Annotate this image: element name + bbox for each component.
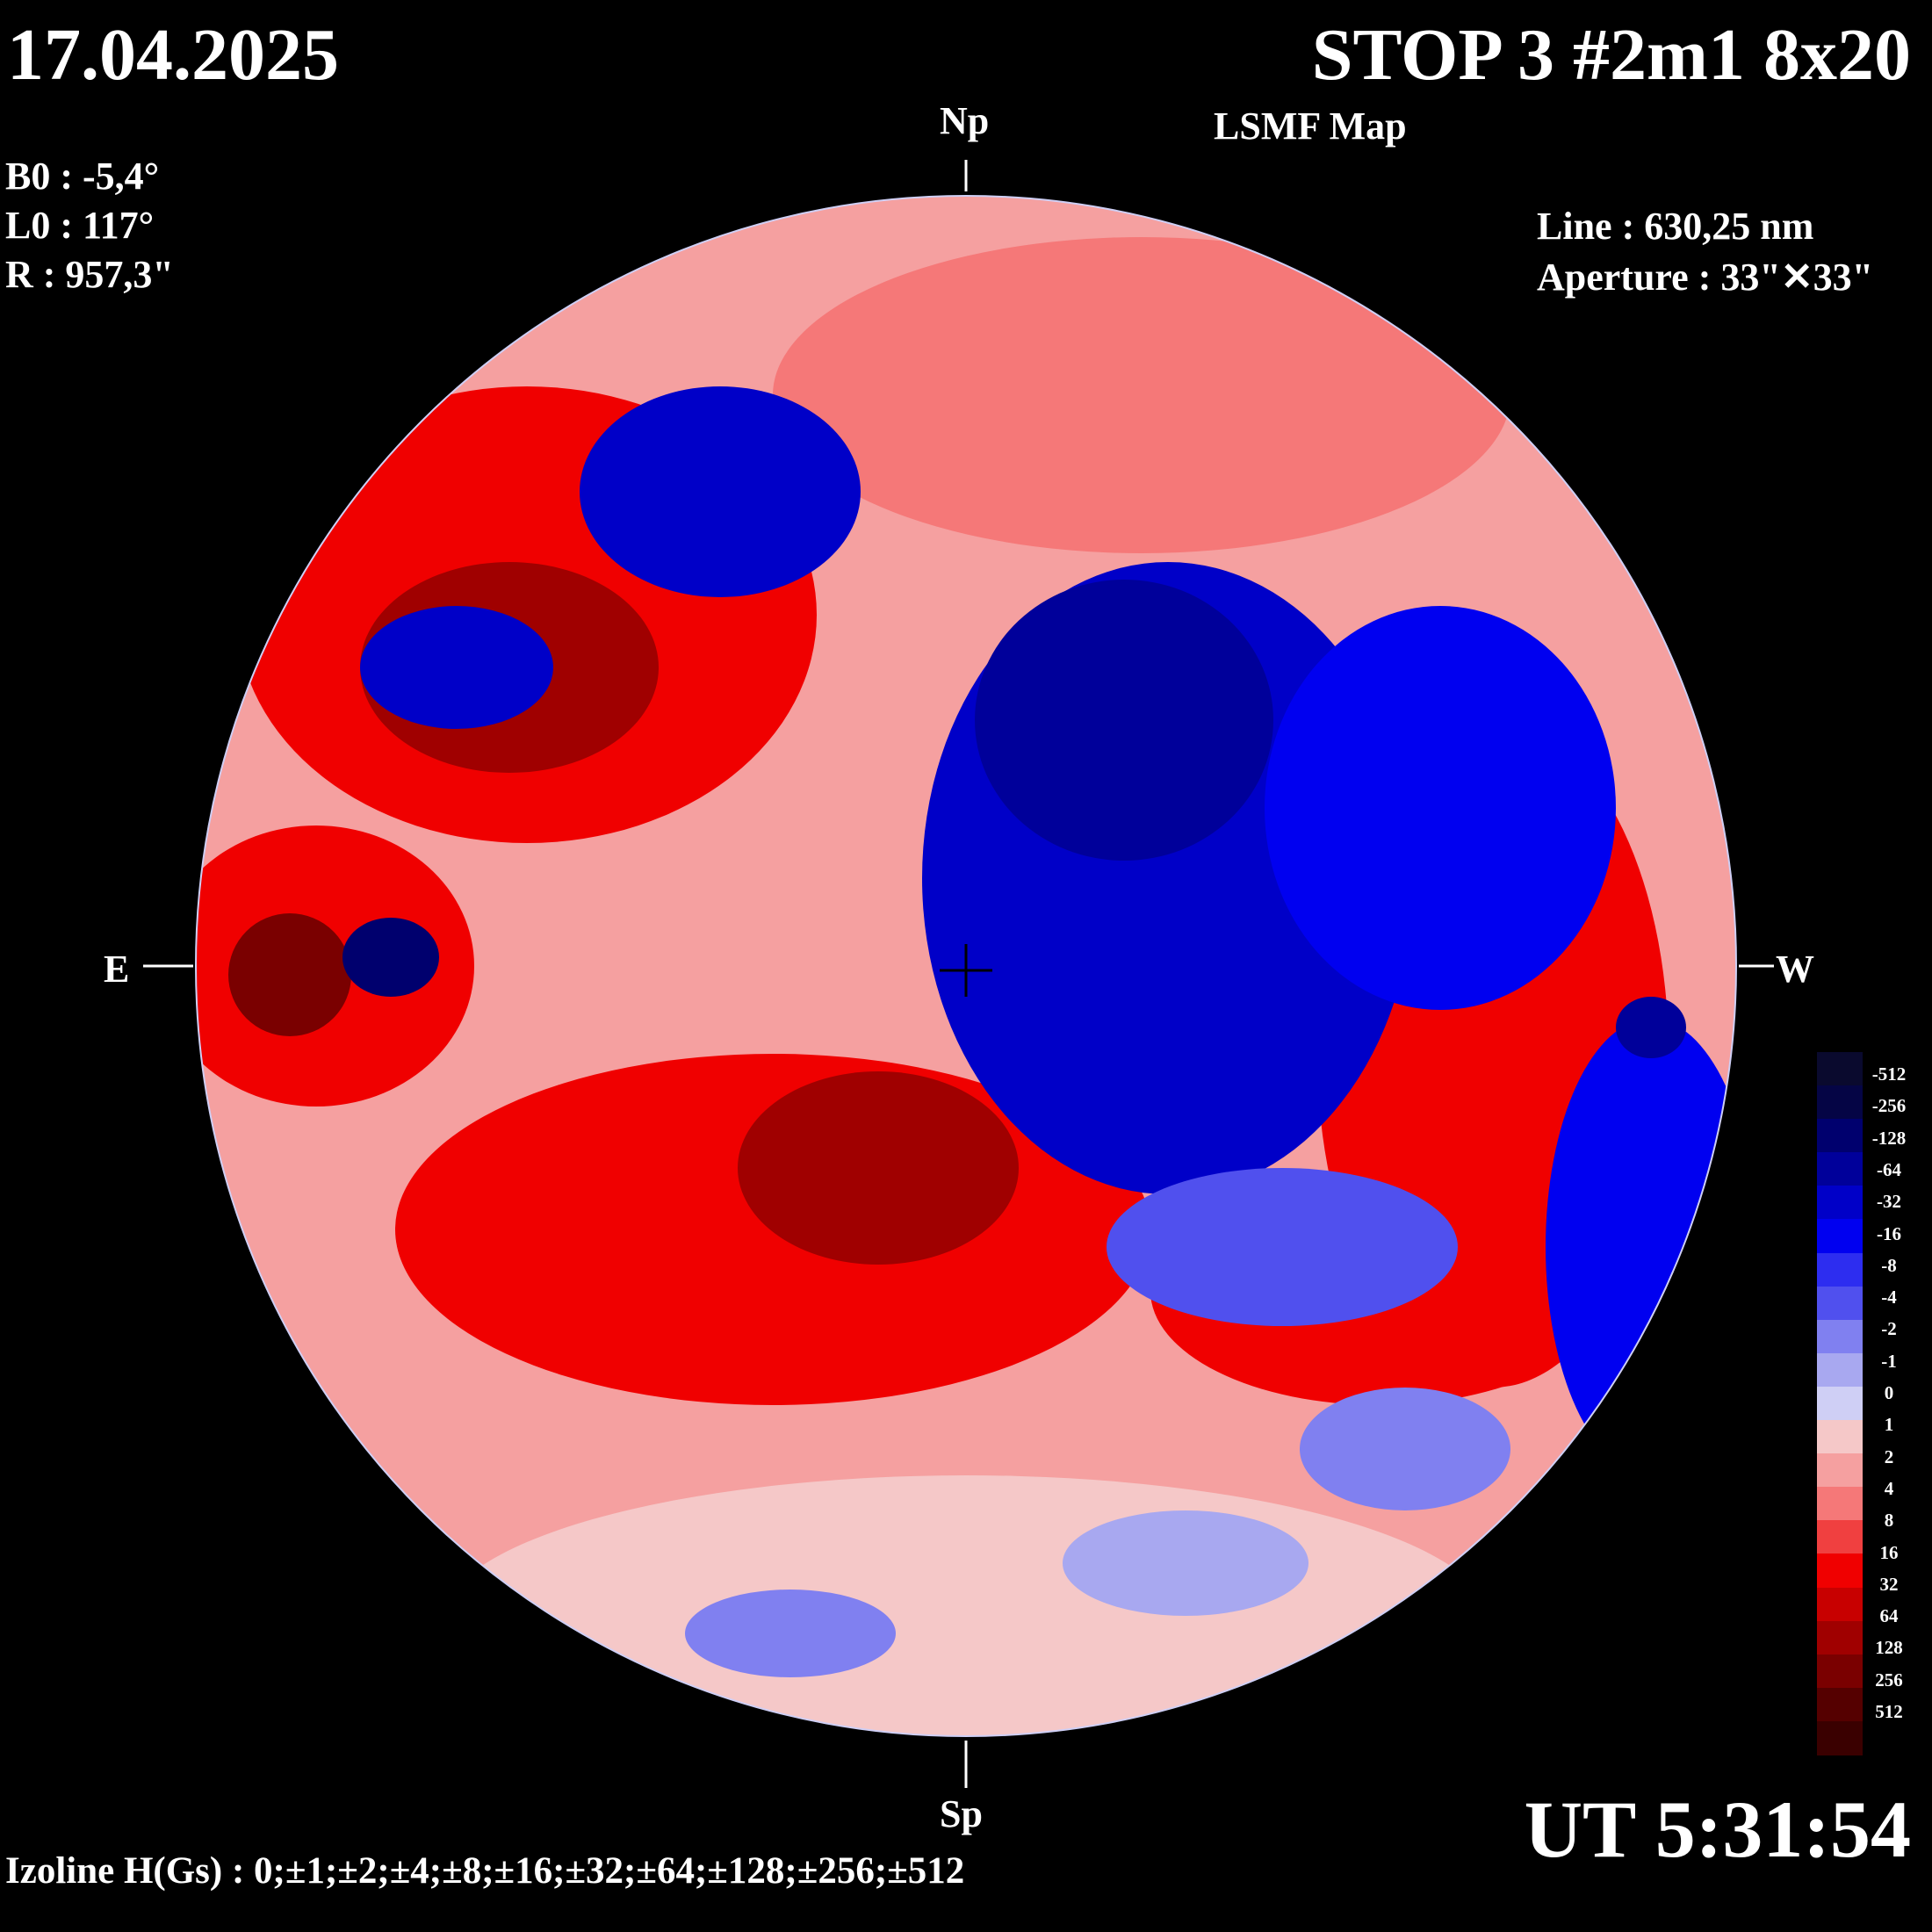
south-label: Sp — [940, 1792, 983, 1835]
legend-swatch — [1817, 1286, 1863, 1321]
aperture-param: Aperture : 33"✕33" — [1537, 256, 1874, 299]
l0-param: L0 : 117° — [5, 204, 155, 247]
legend-label: 32 — [1879, 1573, 1899, 1595]
legend-label: -128 — [1871, 1127, 1907, 1149]
legend-swatch — [1817, 1085, 1863, 1121]
legend-swatch — [1817, 1152, 1863, 1187]
east-label: E — [104, 948, 130, 991]
legend-label: 1 — [1884, 1414, 1894, 1436]
legend-swatch — [1817, 1386, 1863, 1422]
legend-swatch — [1817, 1352, 1863, 1388]
izoline-caption: Izoline H(Gs) : 0;±1;±2;±4;±8;±16;±32;±6… — [5, 1850, 965, 1892]
legend-label: -256 — [1871, 1095, 1907, 1117]
legend-label: -1 — [1881, 1350, 1897, 1372]
legend-label: -4 — [1881, 1287, 1897, 1308]
legend-label: -2 — [1881, 1318, 1897, 1340]
legend-label: -32 — [1877, 1191, 1901, 1213]
legend-swatch — [1817, 1052, 1863, 1087]
legend-swatch — [1817, 1420, 1863, 1455]
legend-swatch — [1817, 1587, 1863, 1622]
legend-label: 4 — [1884, 1477, 1894, 1499]
legend-label: -16 — [1877, 1222, 1901, 1244]
legend-label: 512 — [1875, 1701, 1903, 1722]
legend-label: -8 — [1881, 1254, 1897, 1276]
legend-label: 64 — [1879, 1605, 1899, 1627]
legend-swatch — [1817, 1687, 1863, 1722]
legend-swatch — [1817, 1319, 1863, 1354]
legend-swatch — [1817, 1520, 1863, 1555]
legend-swatch — [1817, 1252, 1863, 1287]
r-param: R : 957,3" — [5, 253, 174, 296]
date-label: 17.04.2025 — [7, 14, 339, 96]
legend-swatch — [1817, 1654, 1863, 1689]
legend-swatch — [1817, 1119, 1863, 1154]
solar-disk — [196, 196, 1736, 1736]
legend-label: 8 — [1884, 1510, 1894, 1532]
legend-swatch — [1817, 1453, 1863, 1489]
legend-swatch — [1817, 1554, 1863, 1589]
map-subtitle: LSMF Map — [1214, 105, 1407, 148]
line-param: Line : 630,25 nm — [1537, 205, 1814, 248]
color-legend — [1817, 1052, 1863, 1755]
legend-swatch — [1817, 1219, 1863, 1254]
legend-label: 128 — [1875, 1637, 1903, 1659]
legend-swatch — [1817, 1720, 1863, 1755]
legend-label: 16 — [1879, 1541, 1899, 1563]
west-label: W — [1776, 948, 1814, 991]
legend-swatch — [1817, 1186, 1863, 1221]
map-title: STOP 3 #2m1 8x20 — [1311, 14, 1911, 96]
b0-param: B0 : -5,4° — [5, 155, 160, 198]
legend-swatch — [1817, 1487, 1863, 1522]
legend-label: 0 — [1884, 1382, 1894, 1403]
north-label: Np — [940, 99, 990, 142]
legend-label: -64 — [1877, 1158, 1901, 1180]
legend-label: -512 — [1871, 1063, 1907, 1085]
legend-label: 2 — [1884, 1445, 1894, 1467]
legend-swatch — [1817, 1620, 1863, 1655]
legend-label: 256 — [1875, 1669, 1903, 1690]
ut-time: UT 5:31:54 — [1524, 1784, 1911, 1874]
